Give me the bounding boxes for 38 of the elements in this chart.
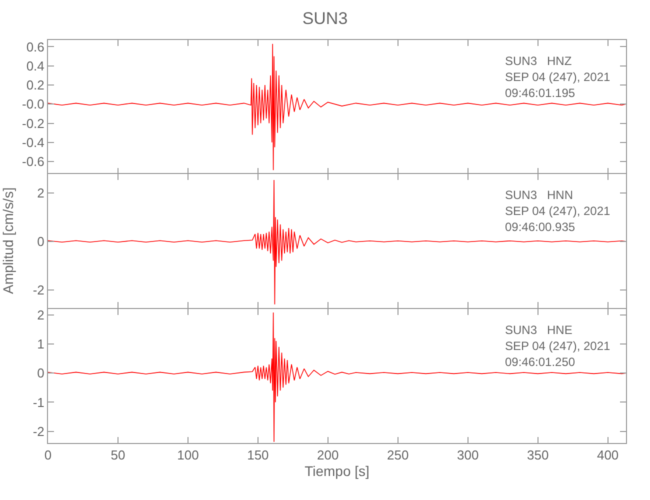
annotation: SEP 04 (247), 2021 <box>505 338 611 353</box>
y-tick-label: 2 <box>37 307 44 322</box>
y-tick-label: -2 <box>32 282 44 298</box>
annotation: SUN3 HNZ <box>505 54 572 68</box>
y-axis-title: Amplitud [cm/s/s] <box>0 188 16 294</box>
y-tick-label: -0.2 <box>22 116 44 131</box>
annotation: SUN3 HNN <box>505 188 574 202</box>
y-tick-label: -0.4 <box>22 134 44 150</box>
y-tick-label: 0.2 <box>26 78 44 93</box>
x-tick-label: 150 <box>247 447 269 462</box>
x-tick-label: 50 <box>110 447 126 462</box>
x-tick-label: 400 <box>596 447 619 462</box>
y-tick-label: -1 <box>32 394 44 410</box>
annotation: 09:46:01.195 <box>505 86 576 100</box>
x-tick-label: 300 <box>457 447 479 462</box>
line-series <box>48 43 626 171</box>
x-tick-label: 200 <box>317 447 339 462</box>
y-tick-label: 0.6 <box>26 39 44 54</box>
annotation: SEP 04 (247), 2021 <box>505 70 611 84</box>
x-tick-label: 100 <box>177 447 199 462</box>
annotation: SUN3 HNE <box>505 322 572 337</box>
y-tick-label: 1 <box>37 336 44 352</box>
y-tick-label: -2 <box>32 424 44 439</box>
y-tick-label: -0.6 <box>22 154 44 170</box>
y-tick-label: 0 <box>37 365 44 380</box>
y-tick-label: -0.0 <box>22 96 44 112</box>
x-tick-label: 350 <box>526 447 549 462</box>
annotation: 09:46:01.250 <box>505 354 576 369</box>
annotation: 09:46:00.935 <box>505 220 576 234</box>
y-tick-label: 0 <box>37 234 44 250</box>
y-tick-label: 0.4 <box>26 58 44 74</box>
annotation: SEP 04 (247), 2021 <box>505 204 611 218</box>
line-series <box>48 180 626 306</box>
x-tick-label: 250 <box>387 447 409 462</box>
chart-title: SUN3 <box>302 9 348 28</box>
line-series <box>48 312 626 442</box>
x-axis-title: Tiempo [s] <box>304 462 370 479</box>
y-tick-label: 2 <box>37 186 44 201</box>
